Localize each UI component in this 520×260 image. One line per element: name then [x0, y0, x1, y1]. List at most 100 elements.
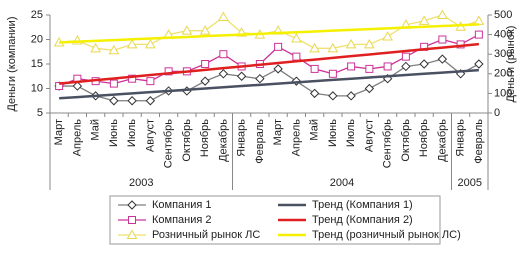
y-tick-label: 20 [31, 33, 43, 45]
marker [109, 79, 118, 88]
marker [364, 83, 375, 94]
series-line [59, 23, 479, 44]
marker [347, 62, 356, 71]
marker [108, 44, 120, 55]
y2-tick-label: 0 [494, 107, 500, 119]
marker [218, 69, 229, 79]
legend-label: Тренд (Компания 1) [312, 199, 413, 211]
y2-tick-label: 200 [494, 68, 512, 80]
x-tick-label: Сентябрь [382, 119, 394, 169]
group-label: 2003 [129, 177, 153, 189]
marker [109, 96, 119, 106]
x-tick-label: Июнь [108, 119, 120, 147]
marker [164, 67, 173, 76]
marker [474, 59, 484, 69]
marker [218, 11, 229, 21]
marker [219, 50, 228, 59]
marker [328, 69, 337, 78]
x-tick-label: Октябрь [400, 119, 412, 162]
legend-label: Компания 1 [152, 199, 212, 211]
x-tick-label: Июль [126, 119, 138, 147]
marker [474, 30, 483, 39]
series-line [59, 42, 479, 85]
marker [126, 229, 138, 239]
marker [145, 38, 156, 49]
y-tick-label: 15 [31, 58, 43, 70]
x-tick-label: Февраль [473, 119, 485, 164]
marker [383, 62, 392, 71]
legend-box [109, 195, 441, 245]
marker [145, 96, 156, 106]
legend-label: Тренд (розничный рынок ЛС) [312, 229, 461, 241]
y-tick-label: 25 [31, 9, 43, 21]
x-tick-label: Май [309, 119, 321, 141]
marker [127, 200, 137, 210]
marker [328, 91, 338, 101]
marker [346, 91, 356, 101]
x-tick-label: Август [144, 119, 156, 152]
x-tick-label: Март [53, 119, 65, 145]
marker [200, 76, 210, 86]
marker [127, 96, 137, 106]
marker [437, 54, 448, 64]
marker [309, 42, 320, 53]
legend-label: Розничный рынок ЛС [152, 229, 260, 241]
marker [401, 61, 411, 72]
marker [90, 42, 101, 53]
marker [401, 52, 410, 61]
marker [236, 71, 247, 81]
x-tick-label: Декабрь [436, 119, 448, 162]
marker [181, 25, 193, 35]
marker [292, 52, 301, 61]
x-tick-label: Февраль [254, 119, 266, 164]
y2-tick-label: 400 [494, 29, 512, 41]
marker [418, 15, 430, 25]
marker [128, 74, 137, 83]
marker [255, 73, 265, 84]
x-tick-label: Декабрь [217, 119, 229, 162]
legend-label: Тренд (Компания 2) [312, 214, 413, 226]
marker [273, 64, 283, 74]
marker [365, 64, 374, 73]
y2-axis-title: Деньги (рынок) [505, 26, 517, 103]
x-tick-label: Сентябрь [163, 119, 175, 169]
x-tick-label: Ноябрь [199, 119, 211, 157]
marker [274, 42, 283, 51]
x-tick-label: Январь [455, 119, 467, 157]
x-tick-label: Август [363, 119, 375, 152]
marker [146, 77, 155, 86]
marker [419, 59, 429, 69]
x-tick-label: Октябрь [181, 119, 193, 162]
marker [128, 216, 136, 224]
x-tick-label: Июль [345, 119, 357, 147]
marker [382, 31, 393, 41]
marker [309, 88, 320, 99]
x-tick-label: Апрель [290, 119, 302, 157]
marker [199, 25, 211, 35]
x-tick-label: Январь [236, 119, 248, 157]
marker [438, 35, 447, 44]
marker [327, 42, 339, 53]
marker [291, 33, 302, 43]
marker [473, 15, 485, 25]
marker [201, 60, 210, 68]
group-label: 2005 [458, 177, 482, 189]
y-axis-title: Деньги (компании) [6, 17, 18, 112]
marker [345, 38, 357, 49]
y2-tick-label: 100 [494, 87, 512, 99]
y-tick-label: 5 [37, 107, 43, 119]
marker [126, 38, 138, 49]
legend-label: Компания 2 [152, 214, 212, 226]
x-tick-label: Апрель [71, 119, 83, 157]
y2-tick-label: 300 [494, 48, 512, 60]
marker [72, 81, 83, 91]
x-tick-label: Май [90, 119, 102, 141]
series-line [59, 68, 479, 100]
marker [364, 38, 375, 49]
y2-tick-label: 500 [494, 9, 512, 21]
marker [437, 9, 448, 19]
marker [310, 64, 319, 73]
group-label: 2004 [330, 177, 354, 189]
x-tick-label: Март [272, 119, 284, 145]
